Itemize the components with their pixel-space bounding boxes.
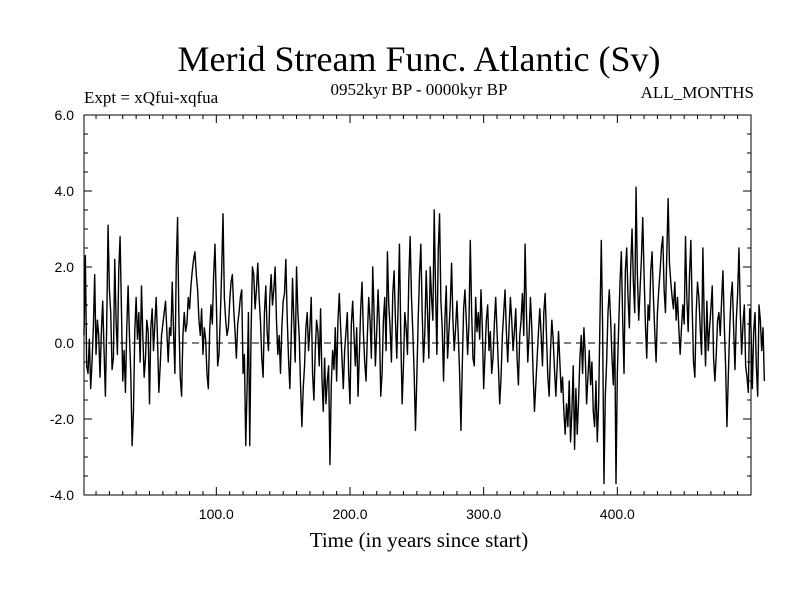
x-tick-label: 300.0 [466, 506, 501, 522]
time-range-subtitle: 0952kyr BP - 0000kyr BP [330, 80, 508, 99]
x-axis-label: Time (in years since start) [309, 528, 529, 552]
months-label: ALL_MONTHS [640, 83, 754, 102]
chart-title: Merid Stream Func. Atlantic (Sv) [177, 39, 661, 79]
y-tick-label: 4.0 [55, 183, 75, 199]
plot-frame [83, 114, 752, 496]
y-tick-label: 2.0 [55, 259, 75, 275]
axis-ticks: 100.0 200.0 300.0 400.0 -4.0 -2.0 0.0 2.0 4.0 6.0 [50, 107, 751, 522]
y-tick-label: -4.0 [50, 487, 74, 503]
x-tick-label: 200.0 [332, 506, 367, 522]
series-line [83, 186, 766, 485]
y-tick-label: -2.0 [50, 411, 74, 427]
y-tick-label: 0.0 [55, 335, 75, 351]
x-tick-label: 100.0 [199, 506, 234, 522]
experiment-label: Expt = xQfui-xqfua [84, 88, 219, 107]
x-tick-label: 400.0 [600, 506, 635, 522]
y-tick-label: 6.0 [55, 107, 75, 123]
